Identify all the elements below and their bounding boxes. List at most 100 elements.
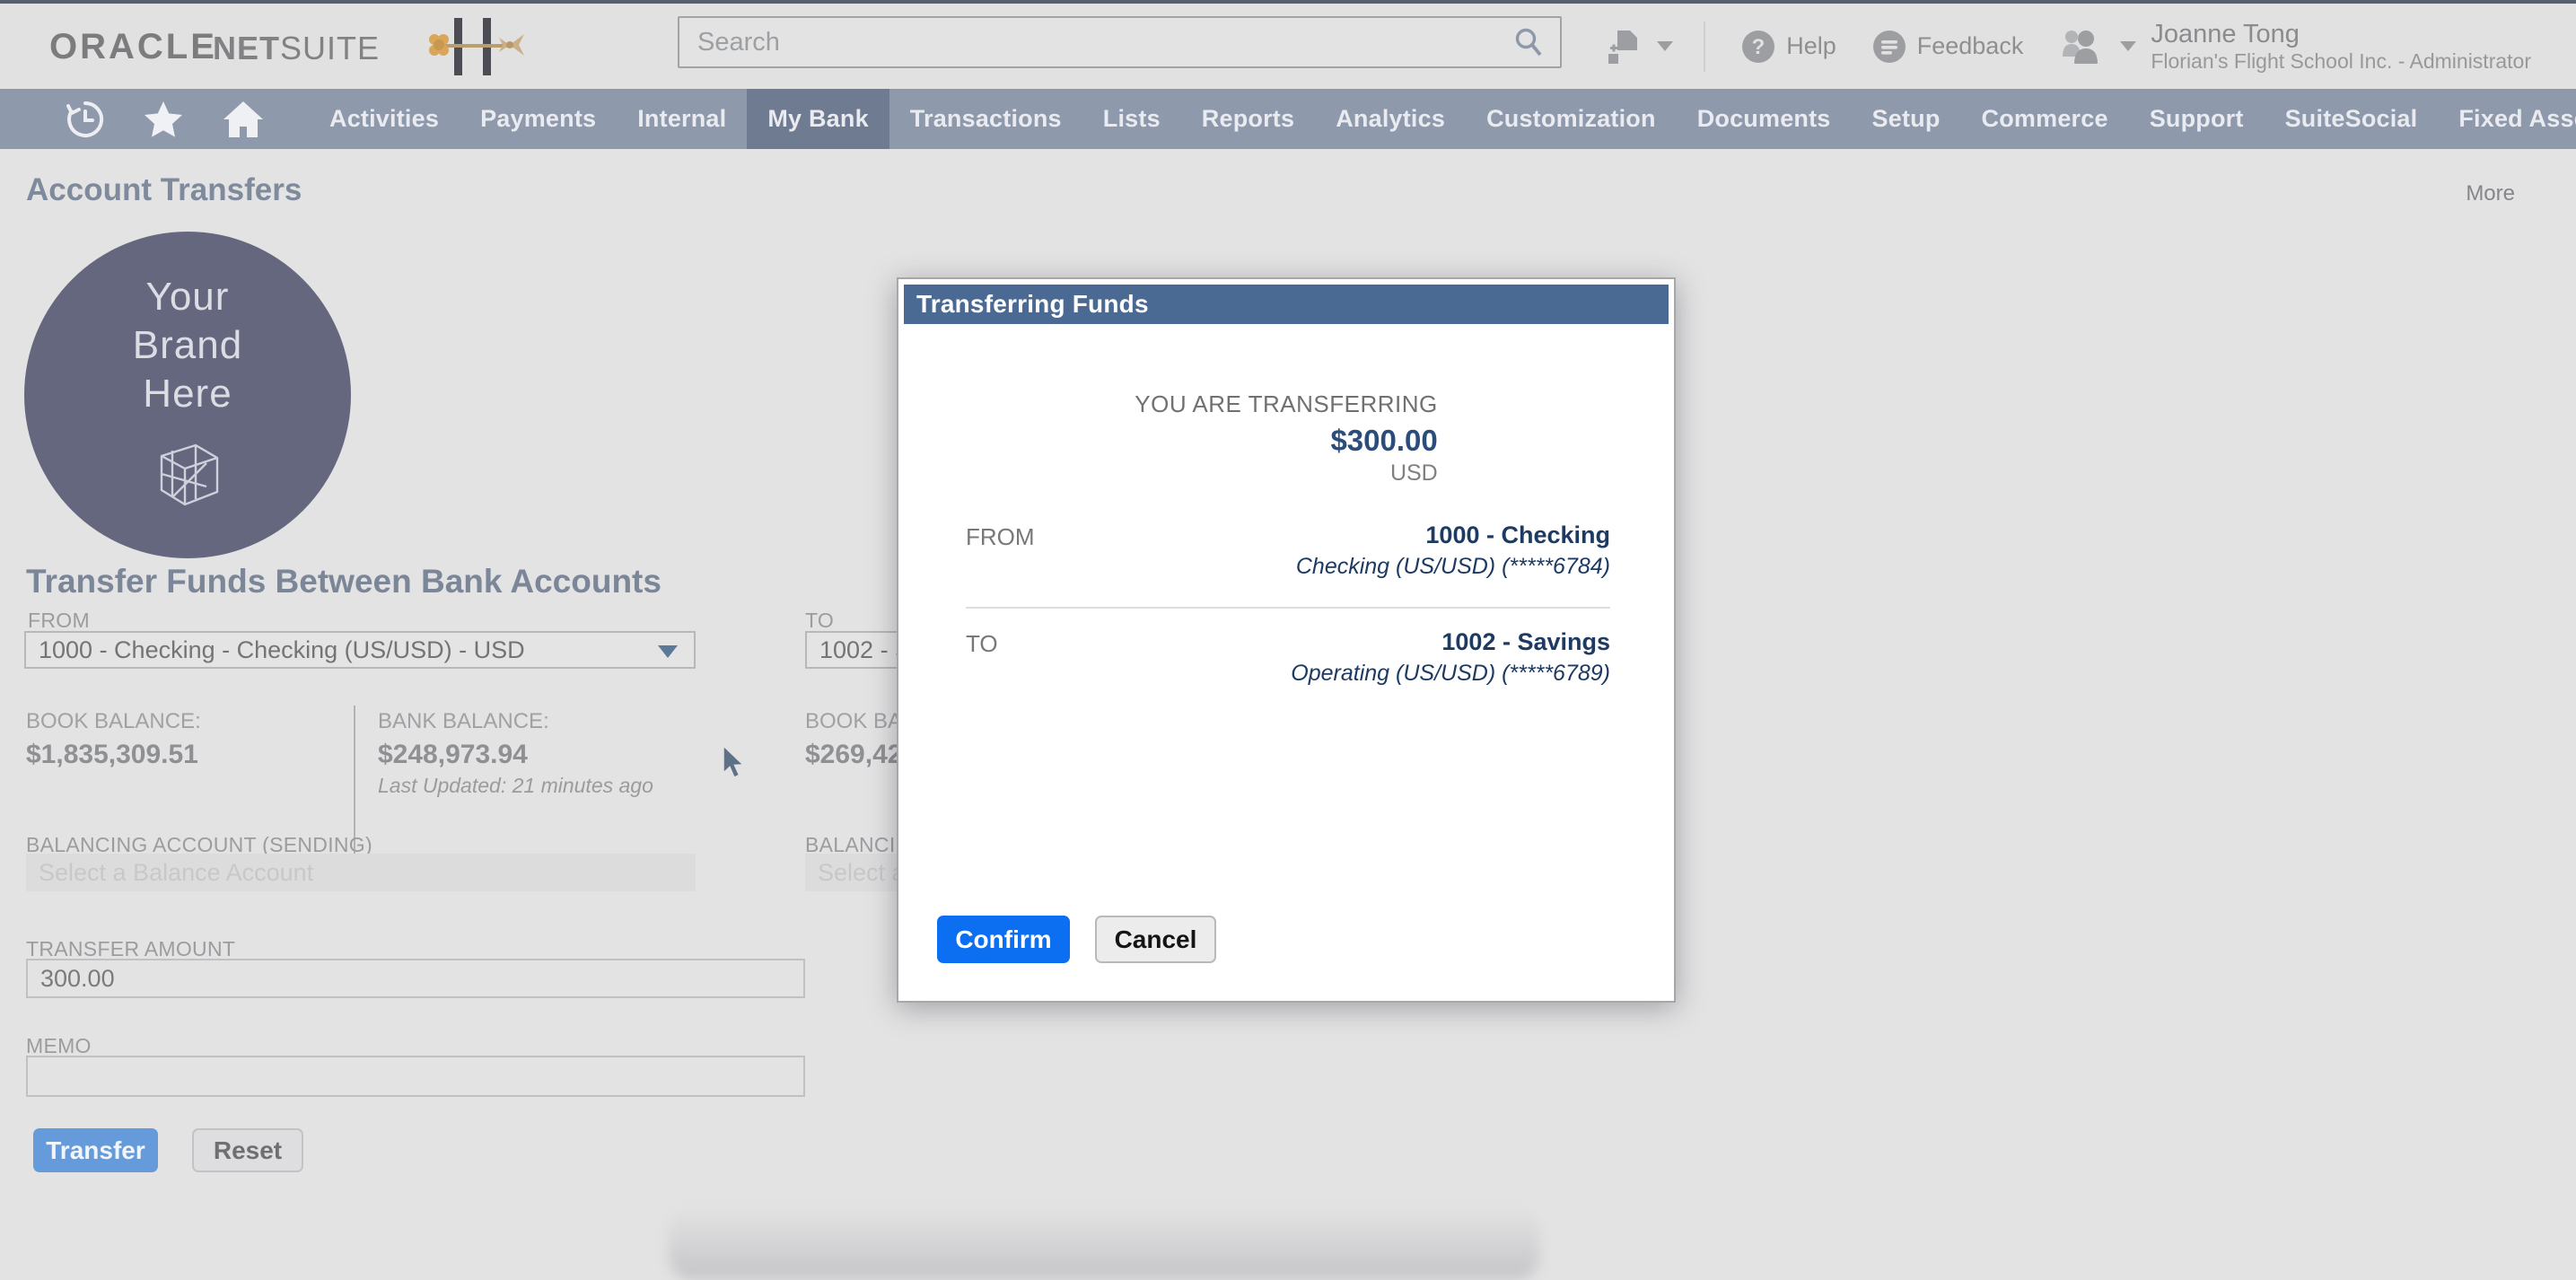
nav-item-payments[interactable]: Payments — [480, 105, 597, 132]
transfer-summary: YOU ARE TRANSFERRING $300.00 USD — [1135, 390, 1437, 487]
you-are-transferring-label: YOU ARE TRANSFERRING — [1135, 390, 1438, 417]
book-balance-label: BOOK BALANCE: — [26, 709, 201, 733]
dialog-to-label: TO — [966, 630, 998, 657]
nav-item-suitesocial[interactable]: SuiteSocial — [2284, 105, 2418, 132]
memo-label: MEMO — [26, 1034, 92, 1057]
nav-item-fixed-assets[interactable]: Fixed Assets — [2458, 105, 2576, 132]
section-title: Transfer Funds Between Bank Accounts — [26, 563, 662, 600]
user-role: Florian's Flight School Inc. - Administr… — [2151, 48, 2531, 73]
shortcuts-button[interactable] — [124, 89, 203, 149]
svg-text:?: ? — [1752, 35, 1766, 59]
balancing-account-sending-input[interactable]: Select a Balance Account — [26, 854, 696, 891]
help-icon: ? — [1742, 30, 1775, 63]
dialog-to-detail: Operating (US/USD) (*****6789) — [1291, 661, 1610, 686]
nav-item-customization[interactable]: Customization — [1486, 105, 1656, 132]
brand-logo-placeholder: Your Brand Here — [24, 232, 351, 558]
transfer-amount-label: TRANSFER AMOUNT — [26, 937, 236, 960]
transfer-amount-display: $300.00 — [1330, 424, 1438, 457]
dialog-from-detail: Checking (US/USD) (*****6784) — [1295, 554, 1610, 579]
star-icon — [145, 101, 182, 137]
help-button[interactable]: ? Help — [1741, 30, 1836, 64]
dialog-from-label: FROM — [966, 523, 1035, 550]
role-switcher-caret-icon — [2120, 41, 2137, 51]
from-account-row: FROM 1000 - Checking Checking (US/USD) (… — [966, 513, 1610, 594]
confirm-button[interactable]: Confirm — [937, 916, 1070, 963]
home-button[interactable] — [203, 89, 284, 149]
search-input[interactable] — [679, 27, 1513, 57]
mouse-cursor — [723, 745, 745, 778]
transfer-amount-input[interactable] — [26, 959, 805, 998]
netsuite-logo-light: SUITE — [280, 30, 381, 66]
balancing-account-receiving-label: BALANCIN — [805, 833, 911, 856]
feedback-label: Feedback — [1916, 32, 2024, 59]
search-icon[interactable] — [1513, 27, 1544, 57]
global-search — [678, 16, 1562, 68]
reset-button[interactable]: Reset — [192, 1128, 303, 1172]
brand-line-2: Brand — [132, 323, 243, 368]
nav-item-my-bank[interactable]: My Bank — [747, 89, 889, 149]
recent-records-icon — [66, 101, 104, 137]
to-account-row: TO 1002 - Savings Operating (US/USD) (**… — [966, 607, 1610, 701]
nav-item-documents[interactable]: Documents — [1696, 105, 1831, 132]
app-header: ORACLE NETSUITE — [0, 4, 2576, 89]
balancing-account-sending-label: BALANCING ACCOUNT (SENDING) — [26, 833, 372, 856]
window-top-edge — [0, 0, 2576, 4]
transfer-button[interactable]: Transfer — [33, 1128, 158, 1172]
user-name: Joanne Tong — [2151, 19, 2300, 48]
brand-text: Your Brand Here — [133, 273, 242, 417]
company-h-logo — [420, 14, 528, 83]
quick-create-caret-icon — [1657, 41, 1674, 51]
from-select-caret-icon — [658, 645, 678, 658]
nav-item-activities[interactable]: Activities — [329, 105, 440, 132]
dialog-from-account: 1000 - Checking — [1425, 522, 1610, 548]
dialog-to-account: 1002 - Savings — [1441, 628, 1610, 655]
netsuite-logo-bold: NET — [213, 30, 280, 66]
transfer-currency: USD — [1389, 460, 1438, 486]
account-rows: FROM 1000 - Checking Checking (US/USD) (… — [966, 513, 1610, 701]
recent-records-button[interactable] — [47, 89, 124, 149]
nav-item-commerce[interactable]: Commerce — [1981, 105, 2108, 132]
page-title: Account Transfers — [26, 172, 302, 207]
dialog-titlebar: Transferring Funds — [904, 285, 1669, 324]
book-balance-value: $1,835,309.51 — [26, 740, 198, 769]
header-actions: ? Help Feedback — [1571, 4, 2531, 89]
main-nav: Activities Payments Internal My Bank Tra… — [0, 89, 2576, 149]
cancel-button[interactable]: Cancel — [1095, 916, 1216, 963]
to-book-balance-label: BOOK BAL — [805, 709, 915, 733]
nav-item-support[interactable]: Support — [2149, 105, 2244, 132]
nav-item-analytics[interactable]: Analytics — [1336, 105, 1446, 132]
oracle-logo: ORACLE — [49, 27, 217, 66]
nav-item-reports[interactable]: Reports — [1201, 105, 1295, 132]
from-account-select[interactable]: 1000 - Checking - Checking (US/USD) - US… — [24, 631, 696, 669]
balance-divider — [354, 706, 355, 856]
help-label: Help — [1786, 32, 1836, 59]
nav-item-internal[interactable]: Internal — [637, 105, 727, 132]
from-account-select-value: 1000 - Checking - Checking (US/USD) - US… — [39, 636, 525, 663]
bank-balance-value: $248,973.94 — [378, 740, 528, 769]
home-icon — [223, 101, 263, 137]
user-info: Joanne Tong Florian's Flight School Inc.… — [2151, 20, 2531, 74]
quick-create-icon — [1608, 30, 1638, 64]
to-label: TO — [805, 609, 835, 632]
wireframe-cube-icon — [160, 443, 219, 505]
role-switcher[interactable] — [2059, 26, 2137, 67]
memo-input[interactable] — [26, 1056, 805, 1097]
from-label: FROM — [28, 609, 90, 632]
feedback-icon — [1872, 30, 1906, 63]
netsuite-logo: NETSUITE — [213, 30, 380, 67]
header-divider — [1704, 21, 1706, 72]
brand-line-3: Here — [143, 371, 232, 416]
nav-item-setup[interactable]: Setup — [1871, 105, 1941, 132]
nav-item-transactions[interactable]: Transactions — [909, 105, 1062, 132]
quick-create-button[interactable] — [1607, 27, 1674, 66]
more-link[interactable]: More — [2466, 181, 2515, 206]
transferring-funds-dialog: Transferring Funds YOU ARE TRANSFERRING … — [897, 277, 1676, 1003]
nav-item-lists[interactable]: Lists — [1102, 105, 1161, 132]
feedback-button[interactable]: Feedback — [1872, 30, 2024, 64]
brand-line-1: Your — [145, 275, 230, 320]
bank-balance-label: BANK BALANCE: — [378, 709, 549, 733]
dialog-buttons: Confirm Cancel — [937, 916, 1216, 963]
user-roles-icon — [2063, 30, 2098, 64]
background-blur-artifact — [669, 1208, 1539, 1280]
